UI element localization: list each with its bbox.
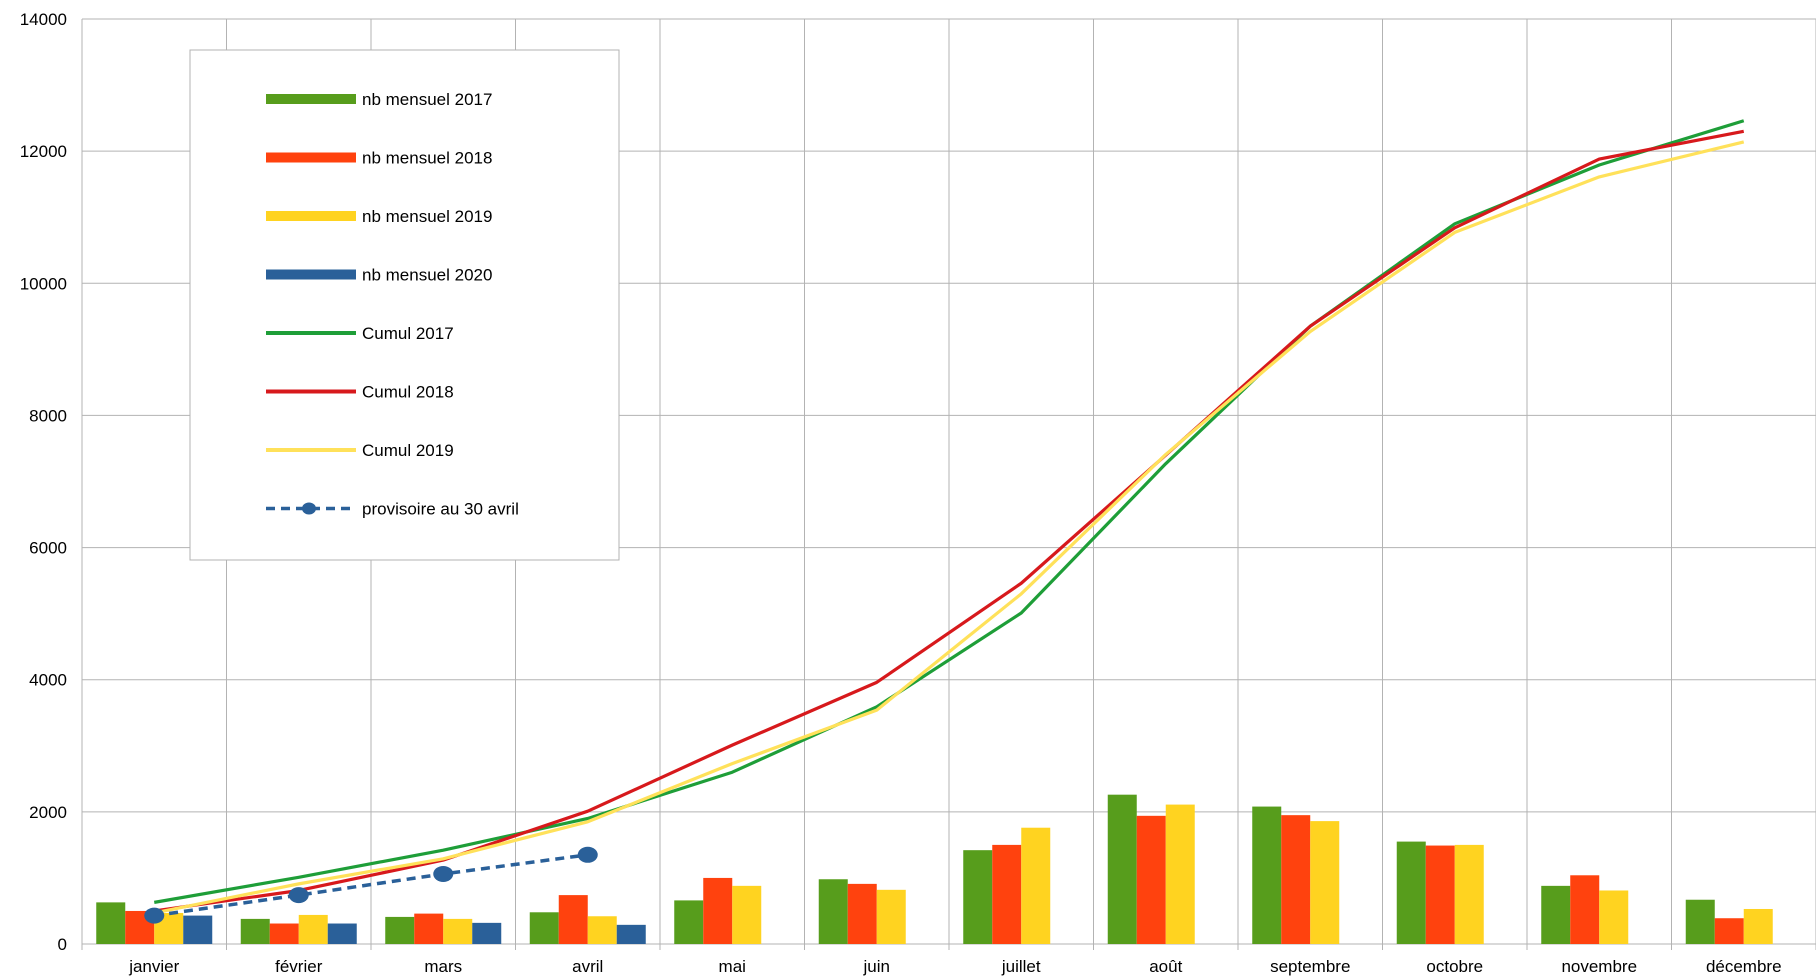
bar: [240, 918, 270, 944]
x-tick-label: septembre: [1270, 957, 1350, 976]
legend-item: nb mensuel 2017: [266, 90, 492, 109]
x-tick-label: janvier: [128, 957, 179, 976]
legend-label: Cumul 2019: [362, 441, 454, 460]
x-tick-label: juin: [863, 957, 890, 976]
x-tick-label: mars: [424, 957, 462, 976]
y-tick-label: 4000: [29, 671, 67, 690]
bar: [587, 916, 617, 944]
cumulative-line: [153, 140, 1745, 915]
line-series-group: [153, 119, 1745, 915]
x-tick-label: février: [275, 957, 323, 976]
bar: [443, 918, 473, 944]
bar: [385, 916, 415, 944]
bar: [1396, 841, 1426, 944]
bar: [1570, 875, 1600, 944]
bar: [298, 914, 328, 944]
bar: [992, 844, 1022, 944]
bar: [1310, 821, 1340, 944]
bar: [1454, 844, 1484, 944]
x-axis: janvier février mars avril mai juin juillet aoû…: [81, 944, 1816, 976]
bar: [963, 850, 993, 944]
x-tick-label: décembre: [1706, 957, 1782, 976]
legend-label: nb mensuel 2020: [362, 266, 492, 285]
legend: nb mensuel 2017 nb mensuel 2018 nb mensuel…: [189, 49, 620, 561]
cumulative-line: [153, 119, 1745, 904]
bar: [1136, 815, 1166, 944]
bar: [558, 895, 588, 944]
bar: [183, 915, 213, 944]
bar: [327, 923, 357, 944]
bar: [674, 900, 704, 944]
legend-label: nb mensuel 2018: [362, 149, 492, 168]
x-tick-label: août: [1149, 957, 1182, 976]
bar: [876, 889, 906, 944]
provisional-series-group: [144, 846, 598, 924]
bar: [616, 924, 646, 944]
bar-series: [96, 794, 1715, 944]
bar: [1252, 806, 1282, 944]
legend-label: Cumul 2017: [362, 324, 454, 343]
legend-swatch: [266, 152, 356, 163]
bar-series-group: [96, 794, 1773, 944]
bar: [1541, 885, 1571, 944]
legend-item: nb mensuel 2020: [266, 266, 492, 285]
y-tick-label: 12000: [20, 142, 67, 161]
bar: [732, 885, 762, 944]
legend-box: [189, 49, 620, 561]
bar: [818, 879, 848, 944]
bar: [703, 877, 733, 944]
legend-label: provisoire au 30 avril: [362, 500, 519, 519]
y-tick-label: 2000: [29, 803, 67, 822]
legend-item: nb mensuel 2019: [266, 207, 492, 226]
x-tick-label: mai: [719, 957, 746, 976]
legend-swatch: [266, 269, 356, 280]
legend-item: provisoire au 30 avril: [266, 500, 519, 519]
provisional-point: [433, 865, 454, 882]
x-tick-label: avril: [572, 957, 603, 976]
y-tick-label: 8000: [29, 406, 67, 425]
bar: [529, 912, 559, 944]
bar: [1165, 804, 1195, 944]
bar: [1599, 890, 1629, 944]
bar-series: [154, 804, 1773, 944]
legend-label: Cumul 2018: [362, 383, 454, 402]
provisional-point: [144, 907, 165, 924]
bar: [96, 902, 126, 944]
provisional-line: [154, 853, 588, 918]
legend-item: Cumul 2017: [266, 324, 454, 343]
bar: [1685, 899, 1715, 944]
legend-marker: [302, 502, 316, 515]
bar-series: [183, 915, 646, 944]
bar: [472, 922, 502, 944]
provisional-point: [577, 846, 598, 863]
bar-series: [125, 815, 1744, 944]
legend-label: nb mensuel 2019: [362, 207, 492, 226]
bar: [847, 883, 877, 944]
legend-item: Cumul 2018: [266, 383, 454, 402]
bar: [1021, 827, 1051, 944]
y-tick-label: 10000: [20, 274, 67, 293]
y-tick-label: 14000: [20, 10, 67, 29]
bar: [1425, 845, 1455, 944]
x-tick-label: octobre: [1426, 957, 1483, 976]
bar: [1743, 908, 1773, 944]
y-tick-label: 6000: [29, 539, 67, 558]
legend-item: nb mensuel 2018: [266, 149, 492, 168]
cumulative-line: [154, 129, 1745, 913]
legend-label: nb mensuel 2017: [362, 90, 492, 109]
legend-item: Cumul 2019: [266, 441, 454, 460]
x-tick-label: novembre: [1561, 957, 1637, 976]
legend-swatch: [266, 211, 356, 221]
bar: [269, 923, 299, 944]
legend-swatch: [266, 94, 356, 104]
bar: [414, 913, 444, 944]
provisional-point: [288, 887, 309, 904]
y-axis: 0 2000 4000 6000 8000 10000 12000 14000: [20, 10, 67, 954]
bar: [1281, 815, 1311, 944]
y-tick-label: 0: [58, 935, 67, 954]
bar: [1714, 918, 1744, 944]
x-tick-label: juillet: [1001, 957, 1041, 976]
bar: [1107, 794, 1137, 944]
